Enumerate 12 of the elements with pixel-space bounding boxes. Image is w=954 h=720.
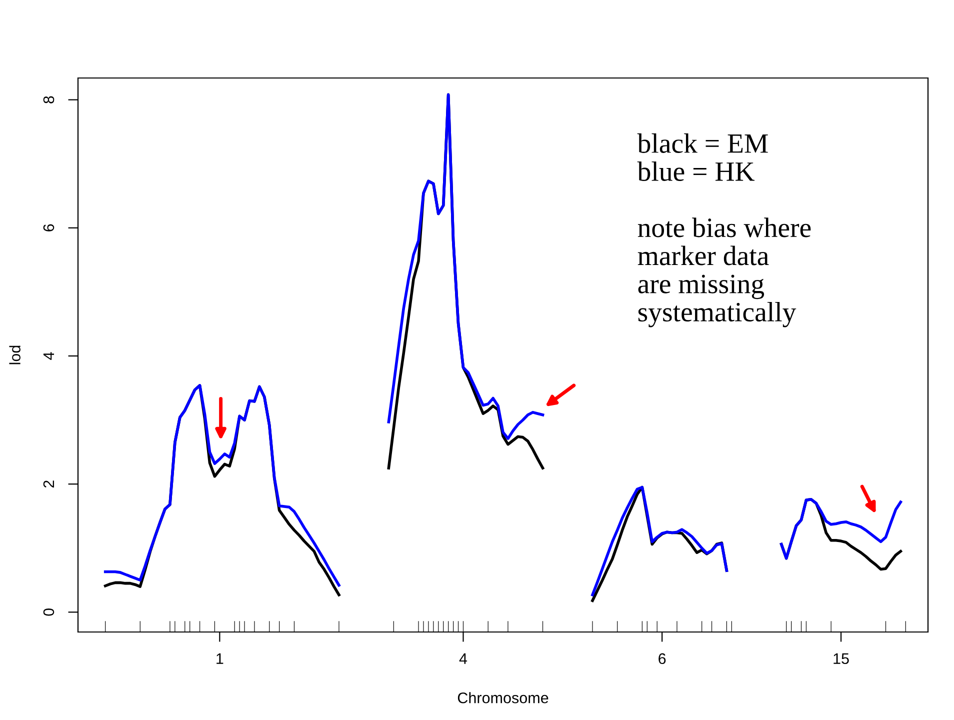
- x-axis-title: Chromosome: [458, 692, 548, 704]
- y-axis-title: lod: [9, 346, 20, 364]
- y-tick-label: 0: [43, 608, 54, 616]
- y-tick-label: 4: [43, 352, 54, 360]
- x-tick-label: 6: [658, 653, 666, 664]
- x-tick-label: 4: [459, 653, 468, 664]
- x-tick-label: 15: [834, 653, 849, 664]
- y-tick-label: 6: [43, 224, 54, 232]
- x-tick-label: 1: [216, 653, 224, 664]
- text: black = EM blue = HK note bias where marker data are missing systematically: [637, 133, 811, 328]
- y-tick-label: 2: [43, 480, 54, 488]
- y-tick-label: 8: [43, 96, 54, 104]
